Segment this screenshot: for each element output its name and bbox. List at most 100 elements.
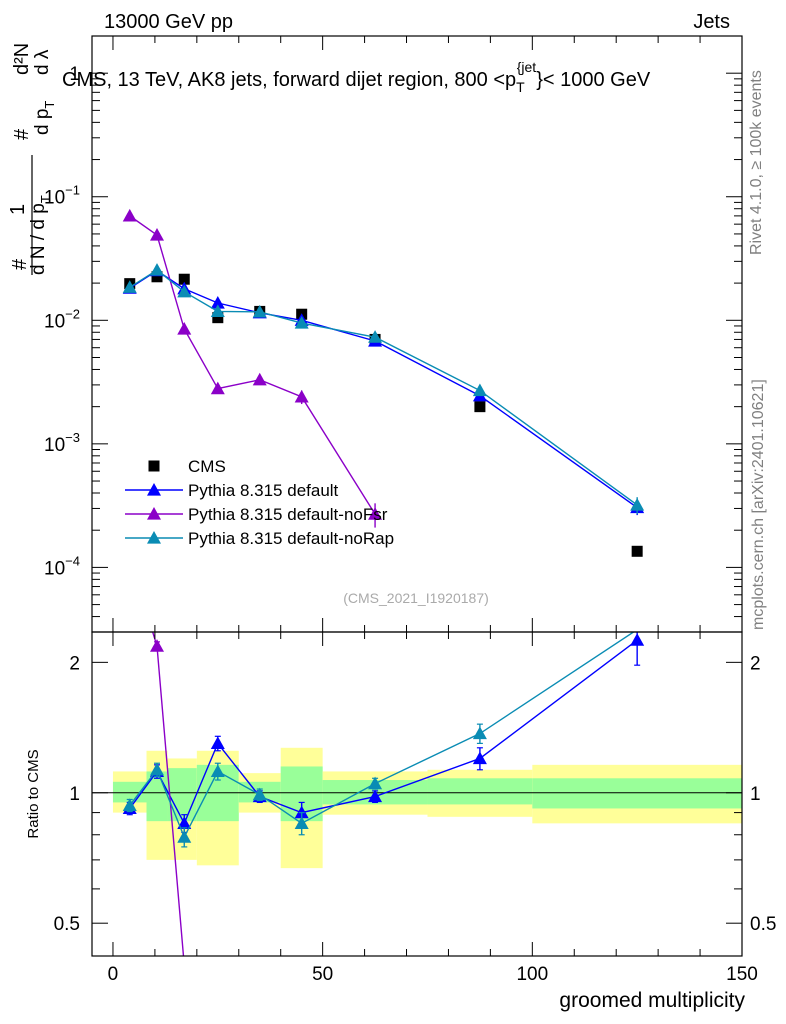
legend-label: Pythia 8.315 default — [188, 481, 339, 500]
main-point — [150, 263, 164, 276]
main-point — [368, 507, 383, 520]
main-point-cms — [212, 312, 224, 324]
ratio-series-2 — [122, 632, 635, 848]
ratio-ytick-label-right: 1 — [750, 784, 761, 805]
legend-entry: Pythia 8.315 default-noFsr — [125, 505, 388, 524]
legend: CMS Pythia 8.315 default Pythia 8.315 defa… — [125, 457, 394, 548]
ylabel-dN: d²N — [11, 43, 33, 75]
main-ytick-label: 10−1 — [44, 183, 80, 209]
ratio-xtick-label: 50 — [312, 964, 333, 985]
main-point-cms — [631, 545, 643, 557]
ratio-ytick-label-right: 2 — [750, 653, 761, 674]
main-point — [177, 284, 192, 298]
header-left: 13000 GeV pp — [104, 11, 233, 33]
main-point — [630, 497, 645, 511]
main-point — [252, 372, 267, 386]
main-point-cms — [178, 273, 190, 285]
legend-entry: CMS — [148, 457, 226, 476]
ratio-point — [177, 830, 192, 843]
ratio-point — [252, 787, 267, 801]
ratio-series-line — [151, 632, 185, 956]
title-sub: T — [516, 79, 525, 95]
ratio-point — [472, 726, 487, 740]
ratio-frame — [91, 631, 743, 957]
ratio-point — [177, 816, 192, 829]
ratio-plot-panel: 0.5 0.5 1 1 2 2 0 50 100 150 Ratio to CMS groome… — [25, 631, 777, 1012]
ratio-x-axis: 0 50 100 150 — [108, 632, 758, 985]
ratio-point — [210, 764, 225, 778]
main-series-2 — [122, 208, 383, 528]
x-axis-label: groomed multiplicity — [559, 989, 745, 1012]
ratio-point — [210, 736, 225, 750]
rivet-label: Rivet 4.1.0, ≥ 100k events — [748, 70, 765, 255]
legend-entry: Pythia 8.315 default — [125, 481, 339, 500]
main-ytick-label: 1 — [69, 64, 80, 85]
ratio-point — [122, 798, 137, 812]
main-point — [210, 296, 225, 309]
legend-label: Pythia 8.315 default-noRap — [188, 529, 394, 548]
main-series-layer — [122, 208, 645, 557]
ylabel-one: 1 — [7, 204, 29, 215]
ratio-band-inner — [532, 778, 742, 809]
ratio-ytick-label-right: 0.5 — [750, 914, 776, 935]
main-ytick-label: 10−4 — [44, 553, 80, 579]
ratio-y-axis: 0.5 0.5 1 1 2 2 — [54, 653, 777, 935]
ratio-xtick-label: 0 — [108, 964, 119, 985]
ratio-xtick-label: 100 — [516, 964, 548, 985]
main-ytick-label: 10−2 — [44, 306, 80, 332]
main-point — [122, 208, 137, 222]
ratio-xtick-label: 150 — [726, 964, 758, 985]
main-y-label: # 1 d N / d pT # d pT d²N d λ — [7, 43, 57, 275]
main-point — [368, 330, 383, 343]
legend-marker-triangle — [147, 483, 161, 496]
main-series-line — [129, 215, 376, 515]
main-point — [294, 389, 309, 403]
ratio-ytick-label-left: 1 — [69, 784, 80, 805]
ratio-ytick-label-left: 0.5 — [54, 914, 80, 935]
legend-marker-triangle — [147, 507, 161, 520]
header-right: Jets — [693, 11, 730, 33]
ratio-y-label: Ratio to CMS — [25, 749, 42, 838]
plot-title: CMS, 13 TeV, AK8 jets, forward dijet reg… — [62, 59, 651, 95]
main-point — [150, 228, 164, 241]
main-point — [210, 304, 225, 318]
ratio-point — [150, 639, 164, 652]
ratio-series-layer — [122, 632, 645, 956]
main-series-3 — [122, 263, 645, 515]
main-x-axis-ticks — [112, 36, 743, 632]
ratio-ytick-label-left: 2 — [69, 653, 80, 674]
main-ytick-label: 10−3 — [44, 430, 80, 456]
legend-entry: Pythia 8.315 default-noRap — [125, 529, 394, 548]
title-suffix: }< 1000 GeV — [536, 69, 651, 91]
ratio-point — [294, 805, 309, 819]
legend-label: Pythia 8.315 default-noFsr — [188, 505, 388, 524]
main-y-axis: 10−4 10−3 10−2 10−1 1 — [44, 35, 742, 633]
ratio-point — [150, 762, 164, 776]
title-sup: {jet — [517, 59, 537, 75]
ylabel-dlambda: d λ — [32, 49, 53, 75]
ratio-point — [630, 633, 645, 646]
mcplots-label: mcplots.cern.ch [arXiv:2401.10621] — [750, 379, 767, 630]
ylabel-denominator: d N / d pT — [28, 195, 53, 275]
ylabel-hash-2: # — [11, 128, 33, 140]
ratio-series-1 — [150, 632, 185, 956]
main-point-cms — [151, 271, 163, 283]
main-point-cms — [474, 401, 486, 413]
ylabel-hash-1: # — [9, 258, 31, 270]
ratio-point — [472, 751, 487, 765]
ratio-band-inner — [427, 778, 533, 805]
ratio-point — [294, 816, 309, 829]
ratio-band-inner — [167, 768, 197, 822]
main-point — [294, 316, 309, 329]
main-point — [472, 383, 487, 397]
analysis-watermark: (CMS_2021_I1920187) — [343, 590, 489, 606]
main-point — [252, 304, 267, 318]
ylabel-dpt: d pT — [32, 101, 57, 135]
legend-marker-triangle — [147, 531, 161, 544]
ratio-point — [368, 776, 383, 790]
main-point — [122, 280, 137, 293]
main-point — [177, 322, 192, 335]
ratio-point — [368, 789, 383, 803]
main-plot-panel: 10−4 10−3 10−2 10−1 1 CMS Pythia 8.315 defaul… — [44, 35, 743, 633]
